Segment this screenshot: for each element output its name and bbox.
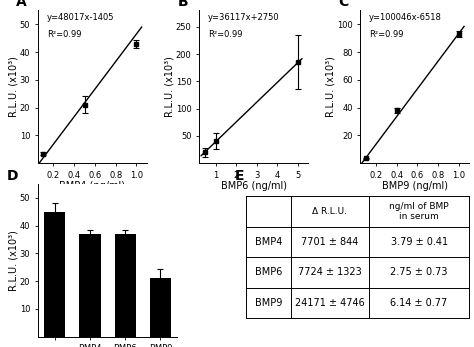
X-axis label: BMP9 (ng/ml): BMP9 (ng/ml)	[382, 181, 448, 191]
Text: 7724 ± 1323: 7724 ± 1323	[298, 268, 362, 278]
Text: D: D	[7, 169, 19, 183]
Y-axis label: R.L.U. (x10³): R.L.U. (x10³)	[326, 56, 336, 117]
X-axis label: BMP4 (ng/ml): BMP4 (ng/ml)	[59, 181, 126, 191]
Text: ng/ml of BMP
in serum: ng/ml of BMP in serum	[389, 202, 449, 221]
Text: C: C	[338, 0, 349, 9]
Text: y=48017x-1405: y=48017x-1405	[46, 14, 114, 23]
Text: R²=0.99: R²=0.99	[46, 30, 81, 39]
Text: 2.75 ± 0.73: 2.75 ± 0.73	[390, 268, 448, 278]
Text: Δ R.L.U.: Δ R.L.U.	[312, 207, 347, 216]
Text: 6.14 ± 0.77: 6.14 ± 0.77	[391, 298, 448, 308]
X-axis label: BMP6 (ng/ml): BMP6 (ng/ml)	[220, 181, 287, 191]
Text: BMP4: BMP4	[255, 237, 282, 247]
Text: BMP6: BMP6	[255, 268, 282, 278]
Text: E: E	[235, 169, 245, 183]
Text: A: A	[16, 0, 27, 9]
Text: R²=0.99: R²=0.99	[208, 30, 242, 39]
Text: y=100046x-6518: y=100046x-6518	[369, 14, 442, 23]
Text: 7701 ± 844: 7701 ± 844	[301, 237, 358, 247]
Bar	[150, 278, 171, 337]
Text: y=36117x+2750: y=36117x+2750	[208, 14, 280, 23]
Text: 24171 ± 4746: 24171 ± 4746	[295, 298, 365, 308]
Text: BMP9: BMP9	[255, 298, 282, 308]
Text: B: B	[177, 0, 188, 9]
Y-axis label: R.L.U. (x10³): R.L.U. (x10³)	[8, 56, 18, 117]
Bar	[80, 234, 100, 337]
Y-axis label: R.L.U. (x10³): R.L.U. (x10³)	[8, 230, 18, 291]
Bar	[44, 212, 65, 337]
Bar	[115, 234, 136, 337]
Y-axis label: R.L.U. (x10³): R.L.U. (x10³)	[164, 56, 174, 117]
Text: 3.79 ± 0.41: 3.79 ± 0.41	[391, 237, 447, 247]
Text: R²=0.99: R²=0.99	[369, 30, 403, 39]
